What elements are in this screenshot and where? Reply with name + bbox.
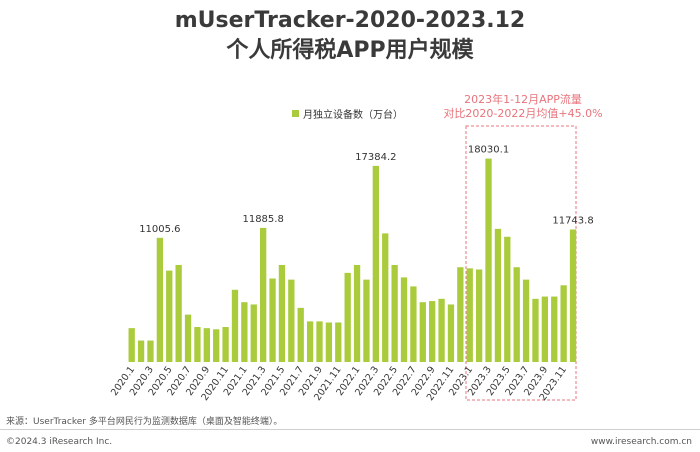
bar-2022.7 [410, 286, 417, 362]
bar-2021.10 [325, 322, 333, 362]
bar-2020.6 [175, 264, 182, 362]
bar-2020.11 [222, 327, 229, 362]
bar-2021.9 [316, 321, 323, 362]
data-label-2022.3: 17384.2 [355, 152, 396, 163]
bar-2020.2 [137, 340, 145, 362]
bar-2020.7 [184, 314, 192, 362]
bar-2020.9 [203, 328, 210, 362]
legend-swatch [292, 110, 299, 117]
footer-divider [0, 429, 700, 430]
legend-label: 月独立设备数（万台） [303, 108, 403, 121]
bars-group [128, 158, 577, 362]
bar-2023.5 [504, 236, 511, 362]
bar-2021.7 [297, 307, 304, 362]
bar-2021.11 [335, 322, 342, 362]
annotation-line1: 2023年1-12月APP流量 [464, 92, 582, 106]
bar-2021.5 [278, 264, 286, 362]
bar-2022.10 [438, 298, 445, 362]
bar-2023.1 [466, 268, 473, 362]
bar-2020.10 [213, 329, 220, 362]
chart-title-line2: 个人所得税APP用户规模 [226, 38, 474, 63]
bar-2022.8 [419, 302, 426, 362]
data-label-2021.3: 11885.8 [242, 214, 283, 225]
bar-2020.1 [128, 328, 135, 362]
bar-2023.9 [541, 296, 549, 362]
bar-2023.6 [513, 267, 520, 362]
bar-2023.10 [551, 296, 558, 362]
bar-2021.1 [241, 302, 248, 362]
bar-2022.3 [372, 165, 379, 362]
bar-2022.1 [353, 264, 361, 362]
bar-2021.3 [260, 227, 267, 362]
highlight-box [465, 125, 577, 401]
bar-2022.6 [400, 277, 408, 362]
bar-2023.8 [532, 298, 539, 362]
bar-2022.12 [457, 267, 464, 362]
bar-2022.9 [429, 301, 436, 362]
bar-2023.12 [569, 229, 577, 362]
bar-2022.2 [363, 279, 370, 362]
bar-chart: 2023年1-12月APP流量 对比2020-2022月均值+45.0% 月独立… [109, 92, 602, 403]
bar-2021.6 [288, 279, 295, 362]
data-label-2023.12: 11743.8 [552, 216, 593, 227]
bar-2023.4 [494, 228, 502, 362]
bar-2021.2 [250, 304, 257, 362]
bar-2020.4 [156, 237, 164, 362]
bar-2021.4 [269, 278, 276, 362]
bar-2023.11 [560, 285, 567, 362]
bar-2021.12 [344, 272, 351, 362]
bar-2020.8 [194, 327, 201, 362]
bar-2020.12 [231, 289, 239, 362]
copyright: ©2024.3 iResearch Inc. [6, 437, 113, 447]
x-tick-labels-group: 2020.12020.32020.52020.72020.92020.11202… [109, 364, 569, 402]
bar-2022.4 [382, 233, 389, 362]
data-label-2020.4: 11005.6 [139, 224, 180, 235]
bar-2023.2 [475, 269, 483, 362]
data-labels-group: 11005.6 11885.8 17384.2 18030.1 11743.8 [139, 145, 594, 235]
bar-2023.7 [522, 279, 530, 362]
bar-2020.5 [166, 270, 173, 362]
bar-2020.3 [147, 340, 154, 362]
bar-2022.5 [391, 264, 398, 362]
bar-2023.3 [485, 158, 492, 362]
data-label-2023.3: 18030.1 [468, 145, 509, 156]
website: www.iresearch.com.cn [590, 437, 692, 447]
bar-2021.8 [306, 321, 314, 362]
source-note: 来源：UserTracker 多平台网民行为监测数据库（桌面及智能终端）。 [6, 417, 283, 427]
bar-2022.11 [447, 304, 455, 362]
annotation-line2: 对比2020-2022月均值+45.0% [443, 106, 602, 120]
chart-title-line1: mUserTracker-2020-2023.12 [174, 8, 526, 33]
